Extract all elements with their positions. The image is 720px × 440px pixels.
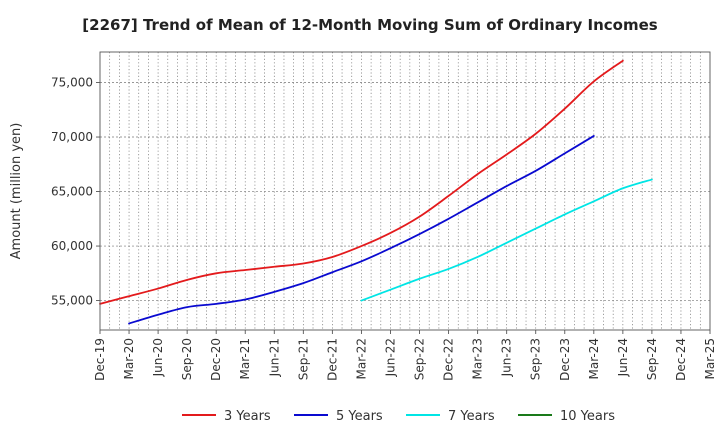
y-tick-label: 55,000 <box>51 294 93 308</box>
x-tick-label: Sep-22 <box>413 338 427 380</box>
series-line-3-years <box>99 59 624 305</box>
x-tick-label: Dec-21 <box>325 338 339 381</box>
plot-frame <box>99 51 711 331</box>
x-tick-label: Mar-22 <box>354 338 368 379</box>
chart-title: [2267] Trend of Mean of 12-Month Moving … <box>82 16 657 34</box>
legend-label-5-years: 5 Years <box>336 409 383 424</box>
x-tick-label: Mar-23 <box>471 338 485 379</box>
x-tick-label: Mar-25 <box>703 338 717 379</box>
series-line-7-years <box>360 178 653 302</box>
y-tick-label: 75,000 <box>51 76 93 90</box>
legend-label-3-years: 3 Years <box>224 409 271 424</box>
x-tick-label: Sep-23 <box>529 338 543 380</box>
x-tick-layer: Dec-19 Mar-20 Jun-20 Sep-20 Dec-20 Mar-21 Jun-… <box>93 330 717 381</box>
y-tick-label: 60,000 <box>51 239 93 253</box>
series-layer <box>99 59 653 325</box>
y-tick-layer: 55,000 60,000 65,000 70,000 75,000 <box>51 76 100 308</box>
x-tick-label: Dec-24 <box>674 338 688 381</box>
x-tick-label: Mar-21 <box>238 338 252 379</box>
x-tick-label: Dec-20 <box>209 338 223 381</box>
y-tick-label: 70,000 <box>51 130 93 144</box>
x-tick-label: Mar-24 <box>587 338 601 379</box>
y-tick-label: 65,000 <box>51 185 93 199</box>
x-tick-label: Mar-20 <box>122 338 136 379</box>
grid-layer <box>100 52 710 330</box>
y-axis-label: Amount (million yen) <box>9 123 24 260</box>
legend-label-7-years: 7 Years <box>448 409 495 424</box>
x-tick-label: Sep-20 <box>180 338 194 380</box>
legend-label-10-years: 10 Years <box>560 409 615 424</box>
x-tick-label: Jun-20 <box>151 338 165 377</box>
x-tick-label: Jun-22 <box>383 338 397 377</box>
x-tick-label: Jun-24 <box>616 338 630 377</box>
x-tick-label: Dec-22 <box>442 338 456 381</box>
series-line-5-years <box>128 135 595 325</box>
x-tick-label: Jun-21 <box>267 338 281 377</box>
x-tick-label: Dec-19 <box>93 338 107 381</box>
x-tick-label: Jun-23 <box>500 338 514 377</box>
x-tick-label: Dec-23 <box>558 338 572 381</box>
x-tick-label: Sep-24 <box>645 338 659 380</box>
x-tick-label: Sep-21 <box>296 338 310 380</box>
legend: 3 Years 5 Years 7 Years 10 Years <box>182 409 615 424</box>
